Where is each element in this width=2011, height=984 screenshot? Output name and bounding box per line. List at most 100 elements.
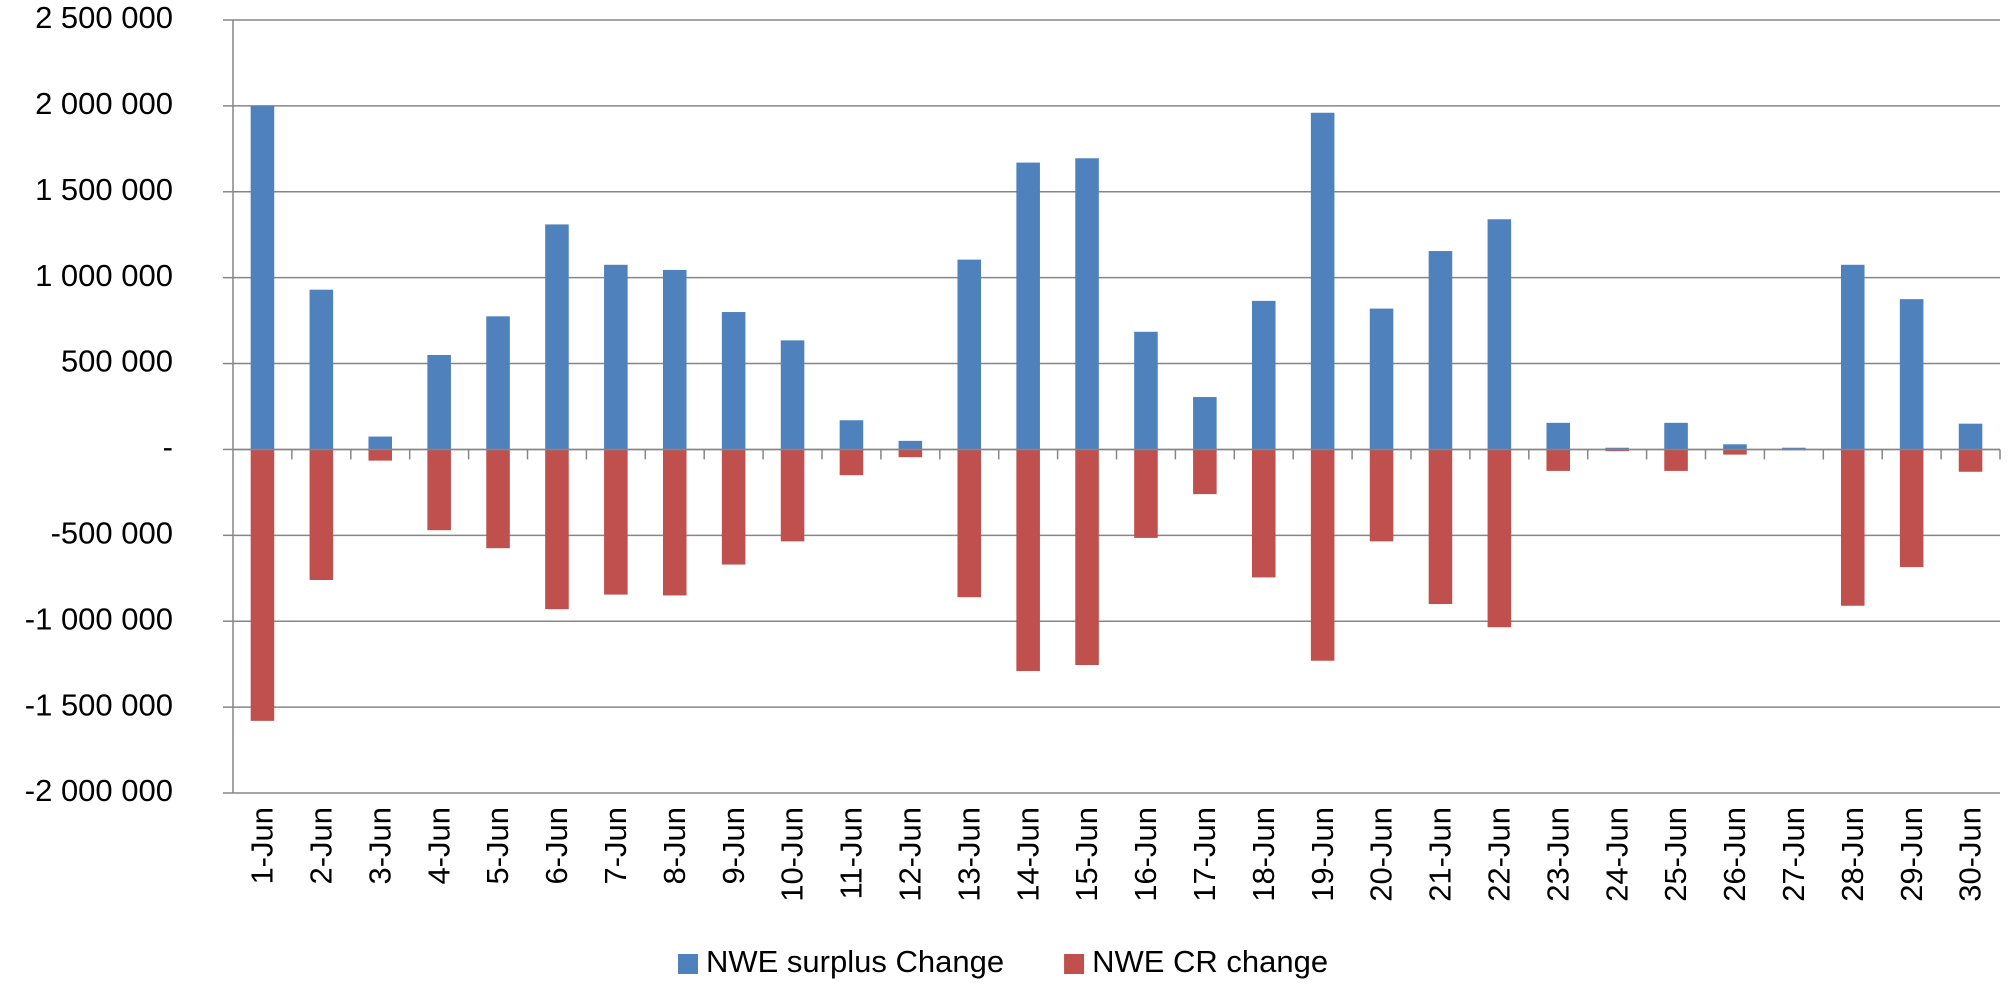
bar	[1016, 162, 1040, 450]
x-tick-label: 22-Jun	[1482, 807, 1517, 902]
x-tick-label: 7-Jun	[598, 807, 633, 885]
legend-swatch	[1064, 954, 1085, 974]
bar	[1487, 449, 1512, 628]
bar	[1840, 264, 1865, 450]
bar	[898, 449, 923, 458]
bar	[1251, 449, 1276, 578]
x-tick-label: 17-Jun	[1187, 807, 1222, 902]
x-tick-label: 1-Jun	[245, 807, 280, 885]
bar	[250, 449, 275, 721]
y-tick-label: 1 000 000	[35, 258, 173, 293]
bar	[545, 224, 569, 450]
x-tick-label: 11-Jun	[834, 807, 869, 900]
bar	[1546, 422, 1571, 450]
y-tick-label: 1 500 000	[35, 172, 173, 207]
bar	[721, 449, 746, 565]
y-tick-label: -500 000	[51, 516, 173, 551]
bar	[1782, 447, 1806, 450]
y-tick-label: -	[163, 430, 173, 465]
bar	[721, 312, 746, 450]
x-tick-label: 19-Jun	[1305, 807, 1340, 902]
bar	[1958, 423, 1983, 450]
legend-label: NWE CR change	[1092, 944, 1328, 979]
x-tick-label: 10-Jun	[775, 807, 810, 902]
bar	[309, 449, 334, 580]
x-tick-label: 23-Jun	[1540, 807, 1575, 902]
bar	[1546, 449, 1571, 471]
x-tick-label: 14-Jun	[1010, 807, 1045, 902]
x-tick-label: 13-Jun	[951, 807, 986, 902]
x-tick-label: 24-Jun	[1599, 807, 1634, 902]
x-tick-label: 6-Jun	[539, 807, 574, 885]
bar	[1310, 449, 1335, 661]
bar	[486, 316, 510, 450]
legend-swatch	[678, 954, 698, 974]
bar	[898, 440, 923, 450]
bar	[545, 449, 569, 610]
y-tick-label: 2 500 000	[35, 0, 173, 35]
bar	[957, 259, 982, 450]
x-tick-label: 8-Jun	[657, 807, 692, 885]
bar	[1016, 449, 1040, 672]
bar	[957, 449, 982, 598]
y-tick-label: 2 000 000	[35, 86, 173, 121]
bar	[1723, 449, 1747, 455]
bar	[1193, 397, 1217, 450]
x-tick-label: 18-Jun	[1246, 807, 1281, 902]
x-tick-label: 9-Jun	[716, 807, 751, 885]
bar	[1428, 251, 1453, 450]
bar	[1723, 444, 1747, 450]
bar	[1840, 449, 1865, 606]
x-tick-label: 4-Jun	[421, 807, 456, 885]
bar	[1134, 449, 1158, 538]
bar	[427, 354, 451, 450]
bar	[839, 449, 864, 476]
x-tick-label: 15-Jun	[1069, 807, 1104, 902]
x-tick-label: 25-Jun	[1658, 807, 1693, 902]
legend-label: NWE surplus Change	[706, 944, 1004, 979]
x-tick-label: 27-Jun	[1776, 807, 1811, 902]
bar	[1075, 449, 1099, 666]
x-tick-label: 12-Jun	[893, 807, 928, 902]
x-tick-label: 5-Jun	[480, 807, 515, 885]
y-tick-label: -1 500 000	[25, 687, 173, 722]
bar	[309, 289, 334, 450]
bar	[1369, 308, 1394, 450]
bar	[1134, 331, 1158, 450]
bar	[1664, 422, 1688, 450]
bar	[486, 449, 510, 549]
x-tick-label: 2-Jun	[304, 807, 339, 885]
bar	[1428, 449, 1453, 605]
bar	[427, 449, 451, 531]
x-tick-label: 29-Jun	[1894, 807, 1929, 902]
bar	[368, 436, 393, 450]
bar	[662, 269, 687, 450]
bar	[1958, 449, 1983, 472]
bar	[368, 449, 393, 461]
bar	[1899, 449, 1924, 568]
bar	[1899, 299, 1924, 450]
x-tick-label: 20-Jun	[1364, 807, 1399, 902]
bar	[1251, 300, 1276, 450]
y-tick-label: 500 000	[61, 344, 173, 379]
bar	[1369, 449, 1394, 542]
bar	[780, 449, 805, 542]
bar	[1310, 112, 1335, 450]
bar	[1605, 447, 1629, 450]
bar	[662, 449, 687, 596]
bar	[1487, 219, 1512, 450]
bar	[780, 340, 805, 450]
y-tick-label: -1 000 000	[25, 601, 173, 636]
x-tick-label: 28-Jun	[1835, 807, 1870, 902]
bar	[1664, 449, 1688, 471]
x-tick-label: 3-Jun	[362, 807, 397, 885]
bar	[604, 264, 628, 450]
bar	[1075, 158, 1099, 450]
x-tick-label: 26-Jun	[1717, 807, 1752, 902]
bar	[1605, 449, 1629, 452]
y-tick-label: -2 000 000	[25, 773, 173, 808]
x-tick-label: 21-Jun	[1423, 807, 1458, 902]
bar	[250, 105, 275, 450]
bar	[1193, 449, 1217, 495]
